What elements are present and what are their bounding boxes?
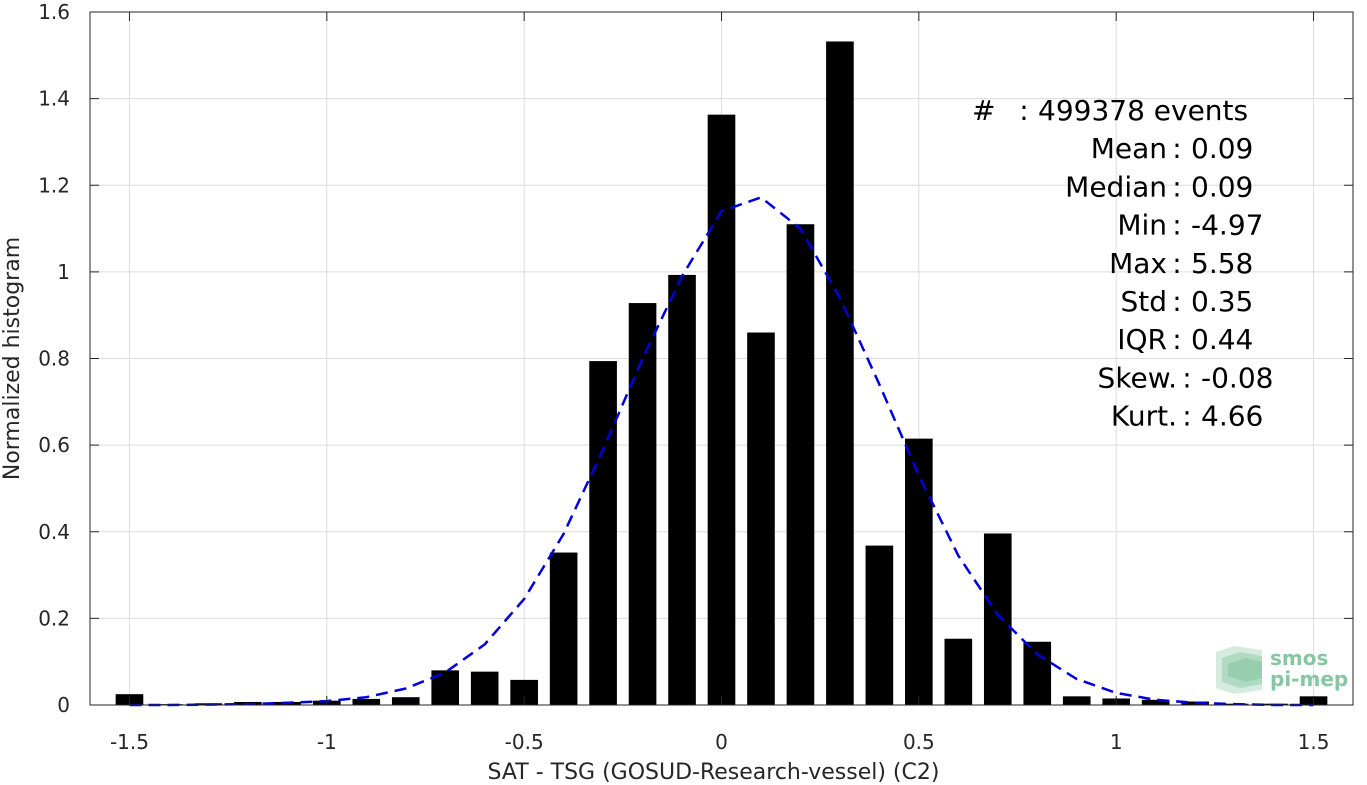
stat-separator: : bbox=[1019, 94, 1028, 127]
x-tick-label: -1 bbox=[317, 730, 337, 754]
stat-separator: : bbox=[1172, 132, 1181, 165]
stat-row: Std:0.35 bbox=[1120, 285, 1253, 318]
stat-row: Min: -4.97 bbox=[1117, 209, 1263, 242]
stat-separator: : bbox=[1172, 247, 1181, 280]
histogram-bar bbox=[352, 698, 381, 705]
stat-value: 5.58 bbox=[1191, 247, 1253, 280]
stat-value: 0.09 bbox=[1191, 132, 1253, 165]
x-tick-label: 0.5 bbox=[903, 730, 935, 754]
stat-value: 0.44 bbox=[1191, 323, 1253, 356]
histogram-bar bbox=[391, 697, 420, 705]
stat-label: # bbox=[972, 94, 995, 127]
y-tick-label: 0.2 bbox=[38, 606, 70, 630]
smos-pimep-logo: smos pi-mep bbox=[1216, 646, 1348, 694]
y-tick-labels: 0 0.2 0.4 0.6 0.8 1 1.2 1.4 1.6 bbox=[38, 0, 70, 717]
histogram-bars bbox=[115, 41, 1328, 705]
stat-label: Kurt. bbox=[1111, 400, 1177, 433]
stat-label: Median bbox=[1065, 170, 1167, 203]
stat-separator: : bbox=[1172, 285, 1181, 318]
stat-row: #:499378 events bbox=[972, 94, 1248, 127]
stat-separator: : bbox=[1182, 400, 1191, 433]
y-tick-label: 0.8 bbox=[38, 347, 70, 371]
histogram-bar bbox=[707, 114, 736, 705]
y-tick-label: 0.4 bbox=[38, 520, 70, 544]
stat-label: IQR bbox=[1117, 323, 1167, 356]
histogram-bar bbox=[470, 671, 499, 705]
histogram-bar bbox=[589, 361, 617, 705]
y-tick-label: 1.4 bbox=[38, 87, 70, 111]
stat-value: 499378 events bbox=[1038, 94, 1248, 127]
stat-separator: : bbox=[1172, 209, 1181, 242]
histogram-bar bbox=[549, 552, 578, 705]
stat-row: IQR:0.44 bbox=[1117, 323, 1253, 356]
y-tick-label: 0 bbox=[57, 693, 70, 717]
y-tick-label: 1.2 bbox=[38, 173, 70, 197]
histogram-bar bbox=[983, 533, 1012, 705]
y-tick-label: 1.6 bbox=[38, 0, 70, 24]
histogram-bar bbox=[747, 332, 775, 705]
stat-label: Min bbox=[1117, 209, 1167, 242]
histogram-bar bbox=[826, 41, 854, 705]
histogram-bar bbox=[1141, 699, 1170, 705]
y-tick-label: 0.6 bbox=[38, 433, 70, 457]
stat-label: Max bbox=[1109, 247, 1167, 280]
stat-row: Kurt.:4.66 bbox=[1111, 400, 1263, 433]
histogram-bar bbox=[786, 224, 815, 705]
stat-row: Max:5.58 bbox=[1109, 247, 1253, 280]
stat-label: Std bbox=[1120, 285, 1167, 318]
stat-row: Skew.: -0.08 bbox=[1098, 361, 1274, 394]
y-tick-label: 1 bbox=[57, 260, 70, 284]
stat-row: Mean:0.09 bbox=[1091, 132, 1254, 165]
logo-text-pimep: pi-mep bbox=[1270, 667, 1348, 691]
histogram-bar bbox=[1062, 696, 1091, 705]
smos-pimep-logo-icon bbox=[1216, 646, 1262, 694]
axis-ticks bbox=[90, 11, 1353, 706]
stat-separator: : bbox=[1182, 361, 1191, 394]
stat-separator: : bbox=[1172, 170, 1181, 203]
y-axis-label: Normalized histogram bbox=[0, 237, 25, 480]
histogram-bar bbox=[668, 274, 696, 705]
histogram-bar bbox=[905, 438, 933, 705]
x-tick-labels: -1.5 -1 -0.5 0 0.5 1 1.5 bbox=[110, 730, 1329, 754]
stat-value: 0.35 bbox=[1191, 285, 1253, 318]
stat-value: -4.97 bbox=[1191, 209, 1263, 242]
stat-label: Skew. bbox=[1098, 361, 1177, 394]
stat-separator: : bbox=[1172, 323, 1181, 356]
x-tick-label: 1.5 bbox=[1298, 730, 1330, 754]
x-tick-label: -1.5 bbox=[110, 730, 149, 754]
x-axis-label: SAT - TSG (GOSUD-Research-vessel) (C2) bbox=[488, 760, 940, 785]
histogram-bar bbox=[865, 545, 894, 705]
stat-row: Median:0.09 bbox=[1065, 170, 1253, 203]
x-tick-label: 0 bbox=[715, 730, 728, 754]
stat-value: -0.08 bbox=[1201, 361, 1273, 394]
logo-text-smos: smos bbox=[1270, 646, 1328, 670]
stat-value: 4.66 bbox=[1201, 400, 1263, 433]
histogram-bar bbox=[944, 638, 973, 705]
histogram-bar bbox=[1023, 641, 1052, 705]
x-tick-label: -0.5 bbox=[505, 730, 544, 754]
x-tick-label: 1 bbox=[1110, 730, 1123, 754]
stat-label: Mean bbox=[1091, 132, 1167, 165]
histogram-bar bbox=[628, 303, 657, 705]
stat-value: 0.09 bbox=[1191, 170, 1253, 203]
